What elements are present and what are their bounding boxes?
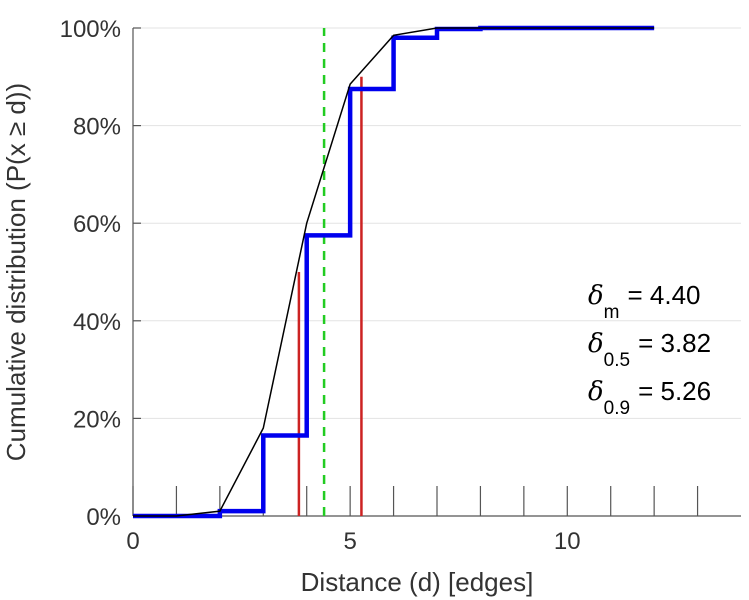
annotation-subscript: 0.9	[604, 398, 630, 419]
x-tick-label: 0	[126, 528, 139, 555]
axes	[132, 27, 741, 517]
y-tick-label: 40%	[73, 309, 121, 336]
delta-symbol: δ	[588, 329, 604, 359]
tick-labels: 0% 20% 40% 60% 80% 100% 0 5 10	[60, 16, 581, 555]
statistic-annotation: δm = 4.40	[588, 280, 701, 323]
annotation-subscript: m	[604, 302, 620, 323]
delta-symbol: δ	[588, 281, 604, 311]
y-tick-label: 20%	[73, 406, 121, 433]
grid-lines	[133, 27, 741, 419]
x-axis-label: Distance (d) [edges]	[301, 567, 534, 597]
y-tick-label: 100%	[60, 16, 121, 43]
x-tick-label: 10	[554, 528, 581, 555]
statistic-annotation: δ0.5 = 3.82	[588, 328, 711, 371]
annotation-value: = 5.26	[638, 376, 711, 406]
cdf-series-line	[133, 27, 655, 517]
x-tick-label: 5	[343, 528, 356, 555]
data-series	[133, 25, 655, 519]
y-axis-label: Cumulative distribution (P(x ≥ d))	[1, 83, 31, 461]
annotation-subscript: 0.5	[604, 350, 630, 371]
y-tick-label: 0%	[86, 504, 121, 531]
statistic-annotation: δ0.9 = 5.26	[588, 376, 711, 419]
annotation-value: = 3.82	[638, 328, 711, 358]
annotation-value: = 4.40	[627, 280, 700, 310]
y-tick-label: 80%	[73, 114, 121, 141]
step-series-line	[133, 25, 655, 519]
delta-symbol: δ	[588, 377, 604, 407]
vertical-markers	[297, 28, 363, 516]
y-tick-label: 60%	[73, 211, 121, 238]
